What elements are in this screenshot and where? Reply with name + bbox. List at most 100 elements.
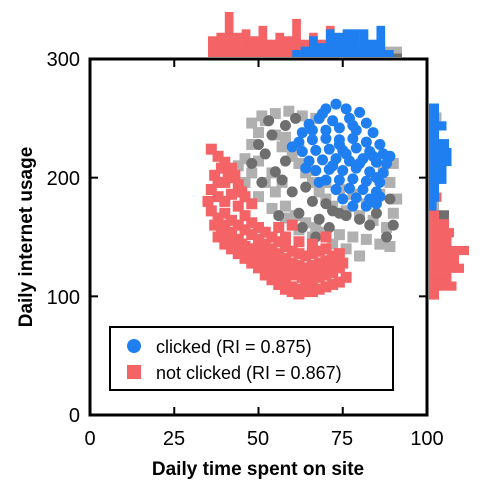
not-clicked-point-94 [229, 236, 241, 248]
clicked-point-63 [347, 119, 359, 131]
clicked-point-38 [337, 165, 349, 177]
not-clicked-shadow-point-48 [279, 212, 291, 224]
not-clicked-shadow-point-49 [266, 203, 278, 215]
not-clicked-shadow-point-2 [276, 141, 288, 153]
not-clicked-point-26 [306, 286, 318, 298]
not-clicked-point-22 [279, 276, 291, 288]
right-hist-bar-clicked-27 [429, 165, 447, 175]
not-clicked-point-91 [209, 219, 221, 231]
clicked-shadow-point-24 [246, 157, 258, 169]
clicked-shadow-point-10 [293, 207, 305, 219]
clicked-shadow-point-20 [273, 210, 285, 222]
clicked-point-68 [333, 138, 345, 150]
not-clicked-point-45 [300, 281, 312, 293]
top-hist-bar-not-clicked-22 [275, 32, 285, 57]
legend-label-clicked: clicked (RI = 0.875) [156, 337, 312, 357]
clicked-point-43 [333, 174, 345, 186]
clicked-point-9 [296, 127, 308, 139]
clicked-shadow-point-5 [300, 181, 312, 193]
clicked-shadow-point-3 [269, 166, 281, 178]
right-hist-bar-clicked-25 [429, 183, 439, 193]
not-clicked-shadow-point-60 [296, 110, 308, 122]
not-clicked-point-41 [273, 278, 285, 290]
not-clicked-point-74 [266, 231, 278, 243]
not-clicked-point-44 [293, 288, 305, 300]
not-clicked-point-60 [279, 252, 291, 264]
not-clicked-point-35 [232, 248, 244, 260]
not-clicked-point-37 [246, 257, 258, 269]
right-hist-bar-clicked-31 [429, 130, 439, 140]
not-clicked-point-107 [317, 264, 329, 276]
top-hist-bar-not-clicked-shadow-36 [393, 46, 403, 57]
clicked-point-52 [350, 192, 362, 204]
not-clicked-point-100 [269, 257, 281, 269]
clicked-point-1 [330, 98, 342, 110]
not-clicked-point-3 [226, 162, 238, 174]
not-clicked-point-38 [253, 262, 264, 274]
not-clicked-point-108 [323, 262, 335, 274]
top-hist-bar-not-clicked-16 [224, 12, 234, 57]
not-clicked-point-96 [242, 243, 254, 255]
not-clicked-shadow-point-53 [253, 155, 264, 167]
not-clicked-point-99 [263, 252, 275, 264]
not-clicked-point-8 [219, 195, 231, 207]
top-hist-bar-not-clicked-17 [233, 32, 242, 57]
not-clicked-point-19 [259, 262, 271, 274]
not-clicked-point-113 [306, 238, 318, 250]
clicked-point-10 [306, 124, 318, 136]
not-clicked-shadow-point-50 [253, 191, 264, 203]
not-clicked-point-27 [313, 283, 325, 295]
not-clicked-point-79 [300, 250, 312, 262]
top-marginal-histogram [207, 12, 403, 57]
not-clicked-shadow-point-51 [239, 176, 251, 188]
clicked-point-6 [327, 115, 339, 127]
clicked-point-11 [320, 124, 332, 136]
not-clicked-point-1 [212, 150, 224, 162]
not-clicked-point-73 [259, 226, 271, 238]
clicked-shadow-point-7 [259, 148, 271, 160]
not-clicked-shadow-point-30 [246, 167, 258, 179]
not-clicked-shadow-point-12 [367, 214, 379, 226]
not-clicked-point-53 [232, 219, 244, 231]
not-clicked-point-76 [279, 240, 291, 252]
clicked-point-21 [374, 138, 386, 150]
top-hist-bar-not-clicked-20 [258, 25, 268, 57]
not-clicked-point-57 [259, 238, 271, 250]
clicked-shadow-point-23 [340, 210, 352, 222]
clicked-shadow-point-0 [253, 138, 264, 150]
x-tick-label-25: 25 [163, 428, 185, 450]
not-clicked-point-12 [212, 212, 224, 224]
right-hist-bar-not-clicked-19 [429, 237, 452, 247]
right-hist-bar-not-clicked-22 [429, 210, 439, 220]
clicked-point-30 [317, 154, 329, 166]
legend: clicked (RI = 0.875) not clicked (RI = 0… [109, 326, 394, 391]
not-clicked-shadow-point-7 [313, 186, 325, 198]
not-clicked-shadow-point-14 [387, 207, 399, 219]
not-clicked-shadow-point-27 [253, 127, 264, 139]
clicked-point-66 [340, 148, 352, 160]
not-clicked-point-114 [320, 231, 332, 243]
not-clicked-point-30 [333, 276, 345, 288]
not-clicked-point-31 [340, 271, 352, 283]
right-hist-bar-not-clicked-15 [429, 272, 452, 282]
top-hist-bar-not-clicked-21 [266, 39, 276, 57]
not-clicked-point-93 [222, 231, 234, 243]
clicked-shadow-point-8 [306, 195, 318, 207]
not-clicked-point-95 [236, 238, 248, 250]
clicked-point-55 [347, 200, 359, 212]
not-clicked-point-18 [253, 255, 264, 267]
not-clicked-point-56 [253, 233, 264, 245]
not-clicked-shadow-point-32 [269, 186, 281, 198]
not-clicked-point-9 [226, 188, 238, 200]
clicked-shadow-point-18 [296, 222, 308, 234]
top-hist-bar-not-clicked-23 [283, 36, 293, 57]
y-tick-label-200: 200 [47, 168, 80, 190]
not-clicked-point-51 [219, 207, 231, 219]
right-hist-bar-clicked-26 [429, 174, 447, 184]
not-clicked-point-42 [279, 283, 291, 295]
top-hist-bar-clicked-31 [351, 29, 360, 57]
not-clicked-point-2 [219, 156, 231, 168]
clicked-shadow-point-13 [276, 174, 288, 186]
clicked-point-8 [360, 117, 372, 129]
